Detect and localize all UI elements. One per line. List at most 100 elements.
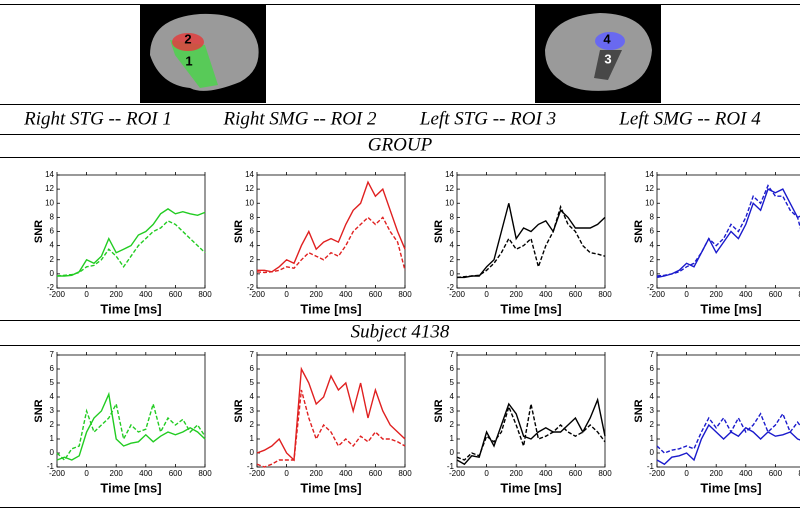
series-line [256,366,406,462]
x-tick-label: 0 [684,290,689,299]
series-line [56,401,206,462]
y-tick-label: 0 [50,269,55,278]
x-tick-label: 800 [198,469,212,478]
y-tick-label: 14 [645,170,654,179]
y-tick-label: 3 [250,406,255,415]
x-tick-label: 400 [139,469,153,478]
y-tick-label: 7 [650,350,655,359]
series-line [656,188,800,279]
x-tick-label: -200 [649,469,666,478]
plot-frame [256,174,406,289]
y-tick-label: 4 [250,241,255,250]
y-tick-label: 8 [50,212,55,221]
y-tick-label: 6 [50,364,55,373]
x-tick-label: 200 [710,469,724,478]
y-tick-label: -1 [647,462,655,471]
x-tick-label: 600 [569,469,583,478]
y-tick-label: 0 [450,269,455,278]
x-tick-label: 600 [569,290,583,299]
chart: -2 0 2 4 6 8 10 12 14 -200 0 200 400 600 800 Time [ms] S… [633,170,800,316]
x-tick-label: 400 [139,290,153,299]
series-line [56,391,206,461]
y-tick-label: 0 [250,448,255,457]
y-tick-label: 2 [250,420,255,429]
y-tick-label: -2 [447,283,455,292]
y-axis-label: SNR [33,399,45,422]
x-tick-label: 200 [710,290,724,299]
series-line [257,180,406,273]
y-tick-label: 6 [50,227,55,236]
y-tick-label: 0 [250,269,255,278]
series-line [456,204,606,279]
x-tick-label: 600 [169,469,183,478]
brain-left: 4 3 [535,5,661,103]
y-tick-label: -2 [247,283,255,292]
y-tick-label: 6 [450,227,455,236]
y-tick-label: -2 [647,283,655,292]
x-tick-label: 200 [510,290,524,299]
x-tick-label: 400 [539,469,553,478]
y-tick-label: 3 [650,406,655,415]
y-axis-label: SNR [633,220,645,243]
y-tick-label: 7 [250,350,255,359]
x-tick-label: 800 [198,290,212,299]
y-tick-label: 1 [250,434,255,443]
y-tick-label: 7 [50,350,55,359]
y-tick-label: 0 [450,448,455,457]
x-tick-label: 600 [769,290,783,299]
x-tick-label: 400 [539,290,553,299]
series-line [456,403,606,461]
plot-frame [56,354,206,468]
brain-label: 1 [185,53,192,68]
x-axis-label: Time [ms] [300,480,361,495]
y-tick-label: 8 [250,212,255,221]
x-axis-label: Time [ms] [500,301,561,316]
y-tick-label: 7 [450,350,455,359]
chart: -2 0 2 4 6 8 10 12 14 -200 0 200 400 600 800 Time [ms] S… [233,170,412,316]
x-tick-label: 0 [84,469,89,478]
x-tick-label: 200 [310,469,324,478]
y-tick-label: 4 [250,392,255,401]
roi-label: Right STG -- ROI 1 [23,108,172,129]
y-tick-label: 3 [50,406,55,415]
brain-label: 3 [604,51,611,66]
y-tick-label: 12 [645,184,654,193]
x-axis-label: Time [ms] [500,480,561,495]
x-tick-label: 400 [739,290,753,299]
x-tick-label: -200 [649,290,666,299]
y-tick-label: 5 [50,378,55,387]
y-tick-label: -1 [447,462,455,471]
x-tick-label: 800 [398,469,412,478]
x-tick-label: 200 [310,290,324,299]
y-axis-label: SNR [633,399,645,422]
y-tick-label: 6 [650,364,655,373]
y-tick-label: 12 [245,184,254,193]
series-line [656,423,800,466]
x-axis-label: Time [ms] [700,301,761,316]
y-axis-label: SNR [33,220,45,243]
y-axis-label: SNR [433,399,445,422]
x-tick-label: 800 [598,469,612,478]
y-tick-label: 12 [445,184,454,193]
x-tick-label: 800 [798,290,800,299]
y-axis-label: SNR [233,399,245,422]
y-tick-label: 1 [50,434,55,443]
section-title: GROUP [368,134,433,155]
y-tick-label: 5 [250,378,255,387]
y-tick-label: 10 [645,198,654,207]
y-tick-label: 2 [450,420,455,429]
y-tick-label: 0 [650,269,655,278]
plot-frame [656,354,800,468]
chart: -1 0 1 2 3 4 5 6 7 -200 0 200 400 600 800 Time [ms] SNR [233,350,412,495]
x-tick-label: 400 [339,290,353,299]
y-tick-label: 5 [450,378,455,387]
y-tick-label: -1 [47,462,55,471]
chart: -1 0 1 2 3 4 5 6 7 -200 0 200 400 600 800 Time [ms] SNR [633,350,800,495]
x-tick-label: 0 [684,469,689,478]
y-tick-label: 6 [250,364,255,373]
y-tick-label: 4 [50,241,55,250]
x-tick-label: 800 [398,290,412,299]
x-tick-label: 600 [169,290,183,299]
roi-label: Left STG -- ROI 3 [419,108,556,129]
x-axis-label: Time [ms] [700,480,761,495]
